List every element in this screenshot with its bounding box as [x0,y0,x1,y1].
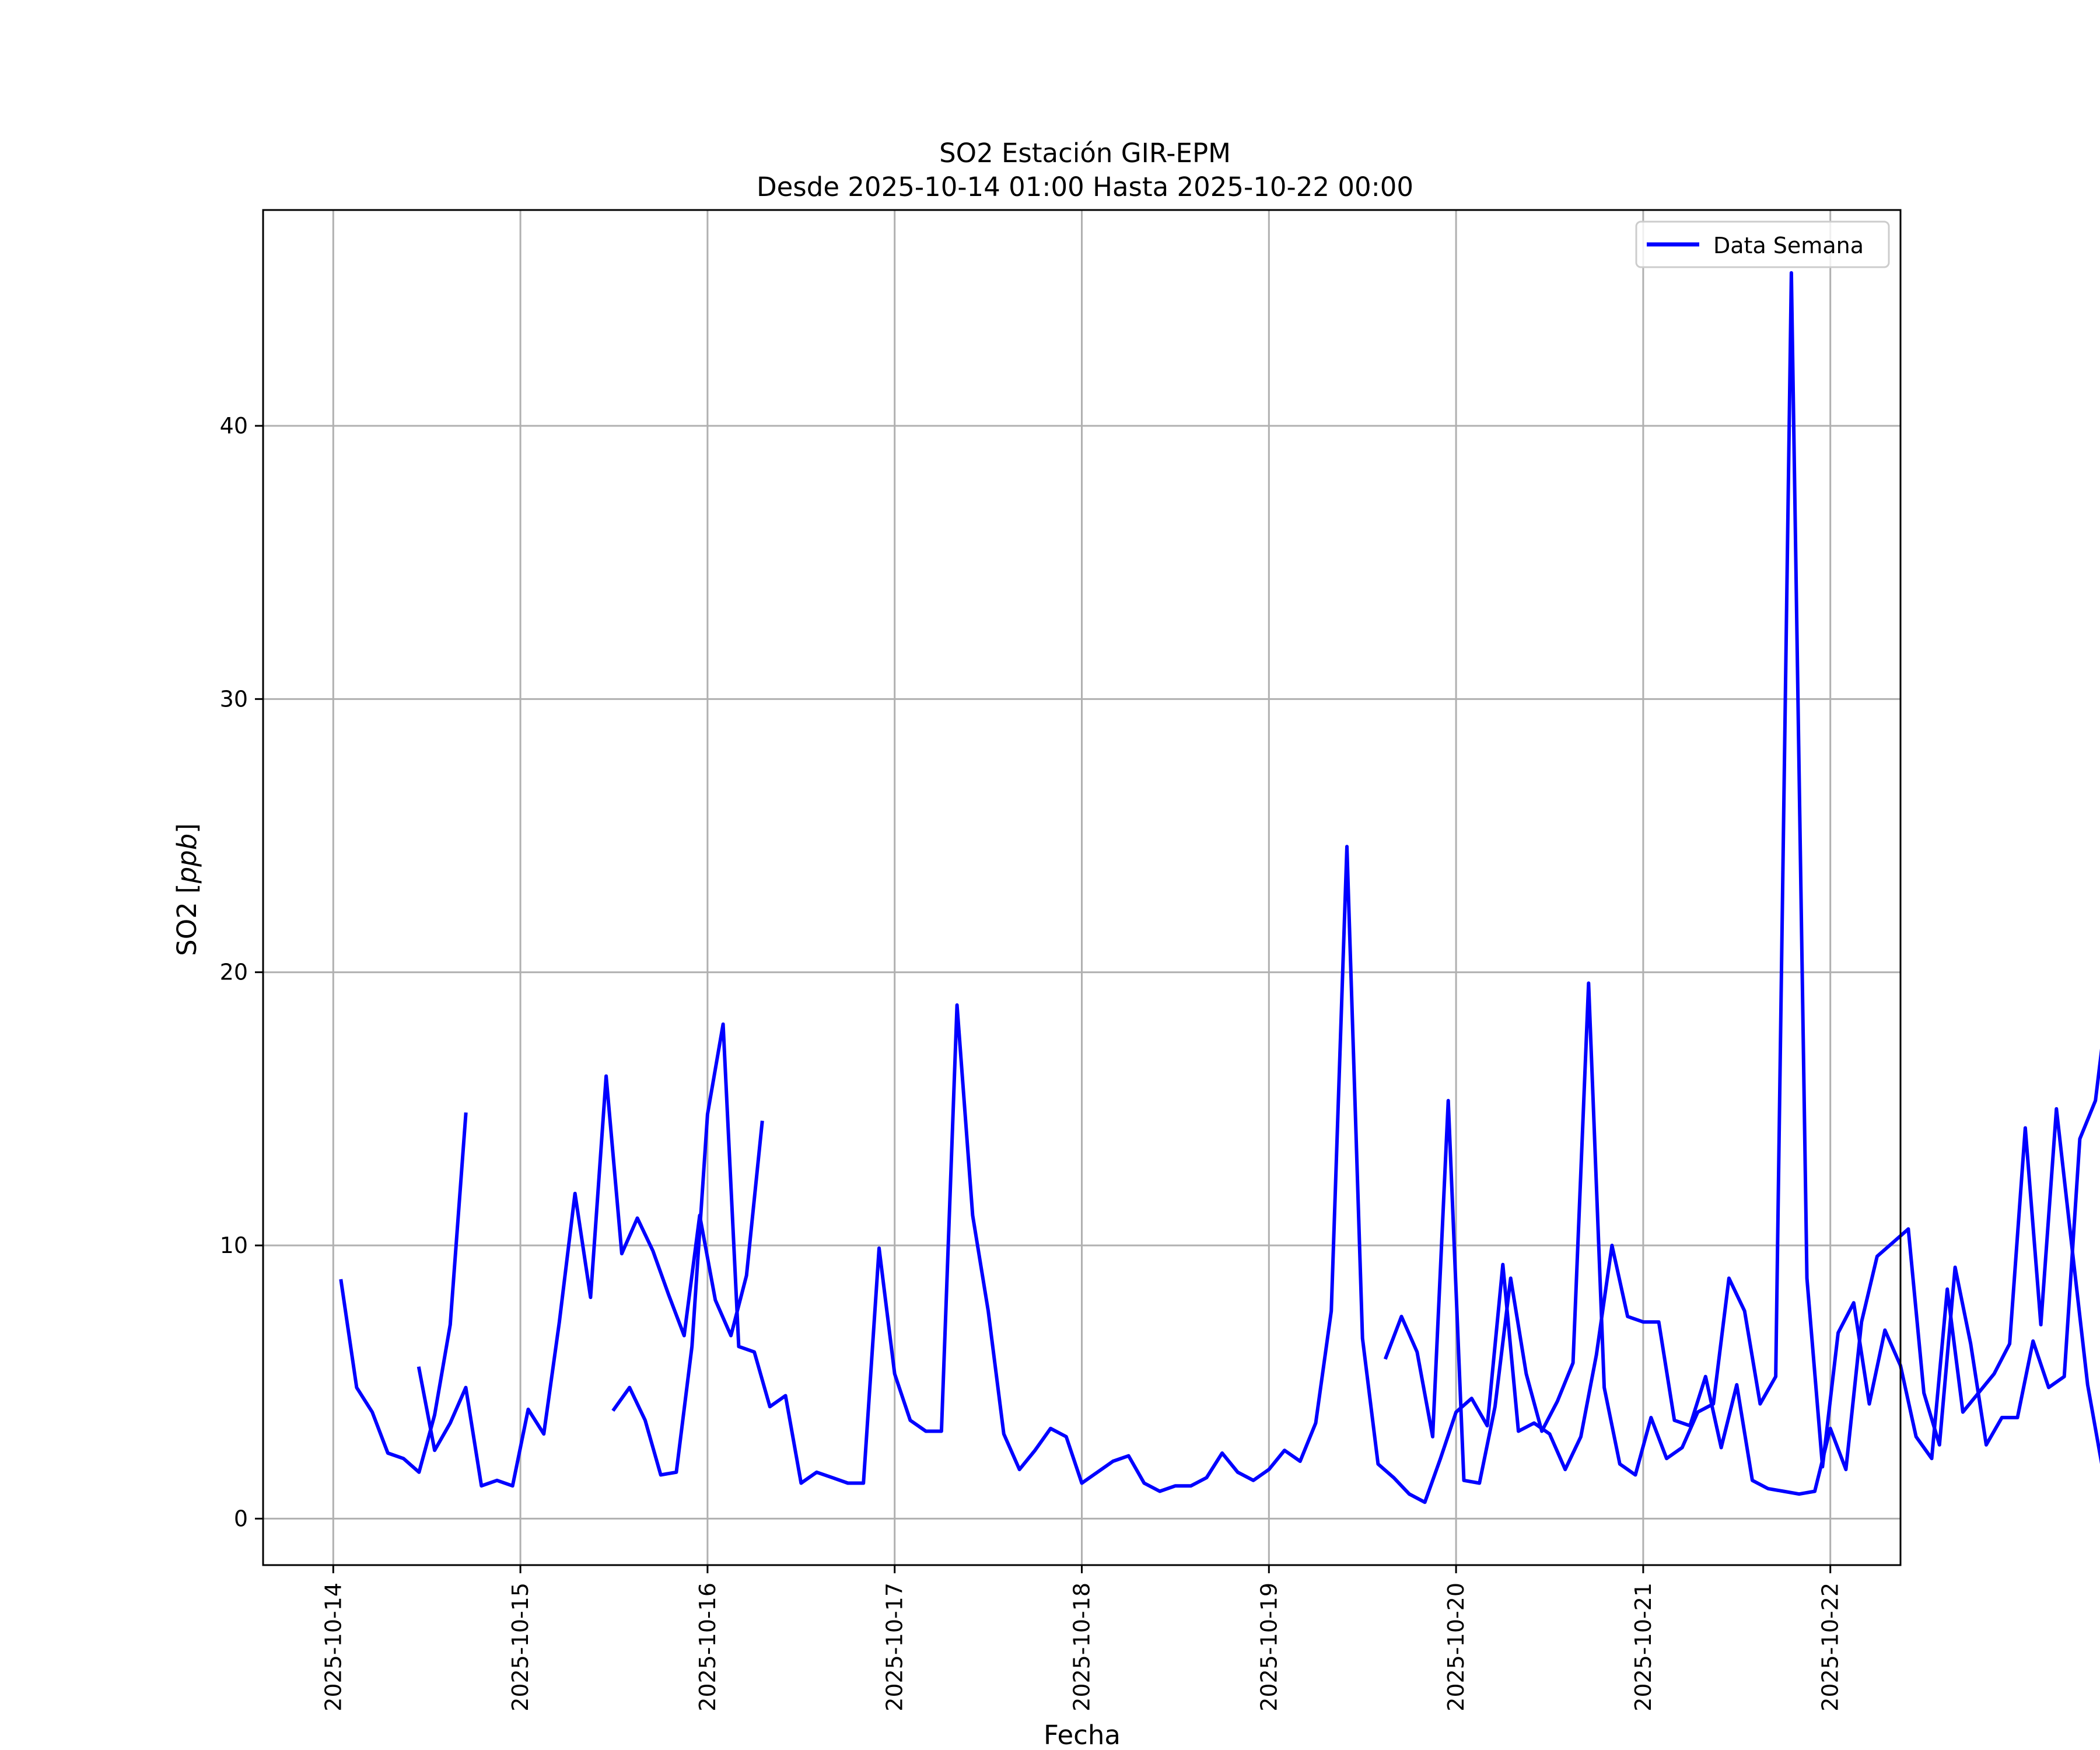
y-axis-label-prefix: SO2 [ [172,883,202,956]
y-axis-label-unit: ppb [172,834,202,884]
grid [263,210,1901,1565]
legend-box [1635,220,1890,268]
y-axis-label-suffix: ] [172,823,202,834]
y-tick-label: 20 [220,960,248,985]
y-tick-label: 40 [220,413,248,439]
series-data-semana [339,271,2100,1504]
x-tick-label: 2025-10-22 [1818,1583,1843,1712]
y-tick-label: 10 [220,1233,248,1258]
x-tick-label: 2025-10-21 [1630,1583,1656,1712]
x-axis-label: Fecha [1044,1720,1121,1750]
x-tick-label: 2025-10-19 [1256,1583,1282,1712]
x-tick-label: 2025-10-14 [320,1583,346,1712]
legend-label: Data Semana [1713,233,1864,258]
legend: Data Semana [1635,220,1890,268]
series-line-segment [416,1074,764,1488]
y-tick-label: 0 [234,1506,248,1531]
x-tick-label: 2025-10-20 [1443,1583,1469,1712]
series-line-segment [1383,271,2100,1485]
y-tick-label: 30 [220,686,248,712]
x-tick-label: 2025-10-15 [508,1583,533,1712]
chart-subtitle: Desde 2025-10-14 01:00 Hasta 2025-10-22 … [757,172,1413,202]
chart-title: SO2 Estación GIR-EPM [939,138,1231,169]
x-tick-label: 2025-10-17 [882,1583,908,1712]
x-tick-label: 2025-10-16 [695,1583,720,1712]
x-tick-label: 2025-10-18 [1069,1583,1095,1712]
series-line-segment [611,845,2100,1504]
series-line-segment [339,1112,468,1474]
axis-ticks: 2025-10-14 2025-10-15 2025-10-16 2025-10-17… [220,413,1843,1712]
y-axis-label: SO2 [ppb] [172,823,202,956]
